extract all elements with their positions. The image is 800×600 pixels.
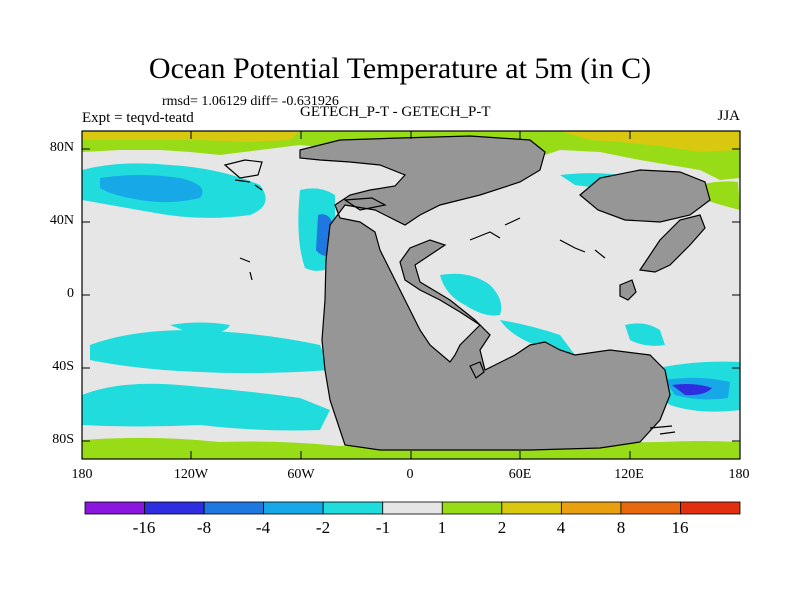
colorbar-label-minus1: -1 [375,518,391,537]
colorbar-label-8: 8 [616,518,626,537]
season-label: JJA [717,108,740,124]
arctic-yellow-band [560,131,740,152]
colorbar-box-0 [84,501,145,515]
colorbar-box-4 [322,501,384,515]
experiment-name: GETECH_P-T - GETECH_P-T [300,104,491,120]
small-island-east [620,280,636,300]
lon-label-180w: 180 [71,467,93,482]
colorbar-box-7 [501,501,562,515]
colorbar-label-minus4: -4 [255,518,271,537]
green-patch-east [700,181,740,210]
lat-label-40s: 40S [52,359,74,374]
small-island-south-coastline [469,361,485,379]
stats-text: rmsd= 1.06129 diff= -0.631926 [162,94,339,109]
east-coast-cyan [500,320,575,356]
lon-label-180e: 180 [728,467,750,482]
colorbar-label-minus2: -2 [315,518,331,537]
colorbar-box-3 [263,501,324,515]
lon-label-60e: 60E [508,467,532,482]
lat-ticks [82,148,740,442]
east-patch-cyan [625,323,665,346]
east-island-coastline [638,214,706,273]
lon-label-0: 0 [406,467,414,482]
small-coastline-west [239,257,253,281]
small-island-north-coastline [343,197,387,211]
southeast-darkblue [672,384,712,396]
colorbar-label-4: 4 [556,518,566,537]
lon-ticks [190,131,631,459]
axis-ticks [82,131,740,459]
colorbar-label-2: 2 [497,518,507,537]
tethys-islets-coastline [469,217,606,259]
lon-label-120e: 120E [614,467,644,482]
colorbar-box-10 [680,501,741,515]
colorbar-label-16: 16 [671,518,689,537]
colorbar-label-1: 1 [437,518,447,537]
western-coastline [299,135,671,451]
colorbar-box-5 [382,501,443,515]
arctic-islets-coastline [223,159,263,191]
mid-pacific-cyan [170,322,230,335]
arctic-green-band [82,131,740,180]
small-island-east-coastline [619,279,637,301]
south-pacific-cyan-2 [90,330,330,374]
lat-label-80s: 80S [52,432,74,447]
south-pacific-cyan [82,383,330,431]
coastlines [223,135,711,451]
western-landmass [300,136,670,450]
colorbar-box-8 [560,501,622,515]
lat-label-0: 0 [67,286,74,301]
northeast-island-coastline [579,169,711,223]
lon-label-120w: 120W [173,467,209,482]
figure-title: Ocean Potential Temperature at 5m (in C) [148,52,652,85]
colorbar [84,501,741,515]
tethys-cyan [440,273,502,316]
experiment-label: Expt = teqvd-teatd [82,110,194,126]
colorbar-label-minus16: -16 [132,518,156,537]
map-plot [82,131,740,459]
southeast-islets-coastline [649,425,676,435]
colorbar-box-9 [620,501,681,515]
lat-label-40n: 40N [49,213,74,228]
colorbar-box-1 [144,501,205,515]
east-island [640,215,705,272]
northeast-island [580,170,710,222]
lon-label-60w: 60W [287,467,315,482]
lat-label-80n: 80N [49,140,74,155]
colorbar-label-minus8: -8 [196,518,212,537]
north-pacific-blue [100,175,203,203]
colorbar-box-6 [441,501,503,515]
colorbar-box-2 [203,501,265,515]
